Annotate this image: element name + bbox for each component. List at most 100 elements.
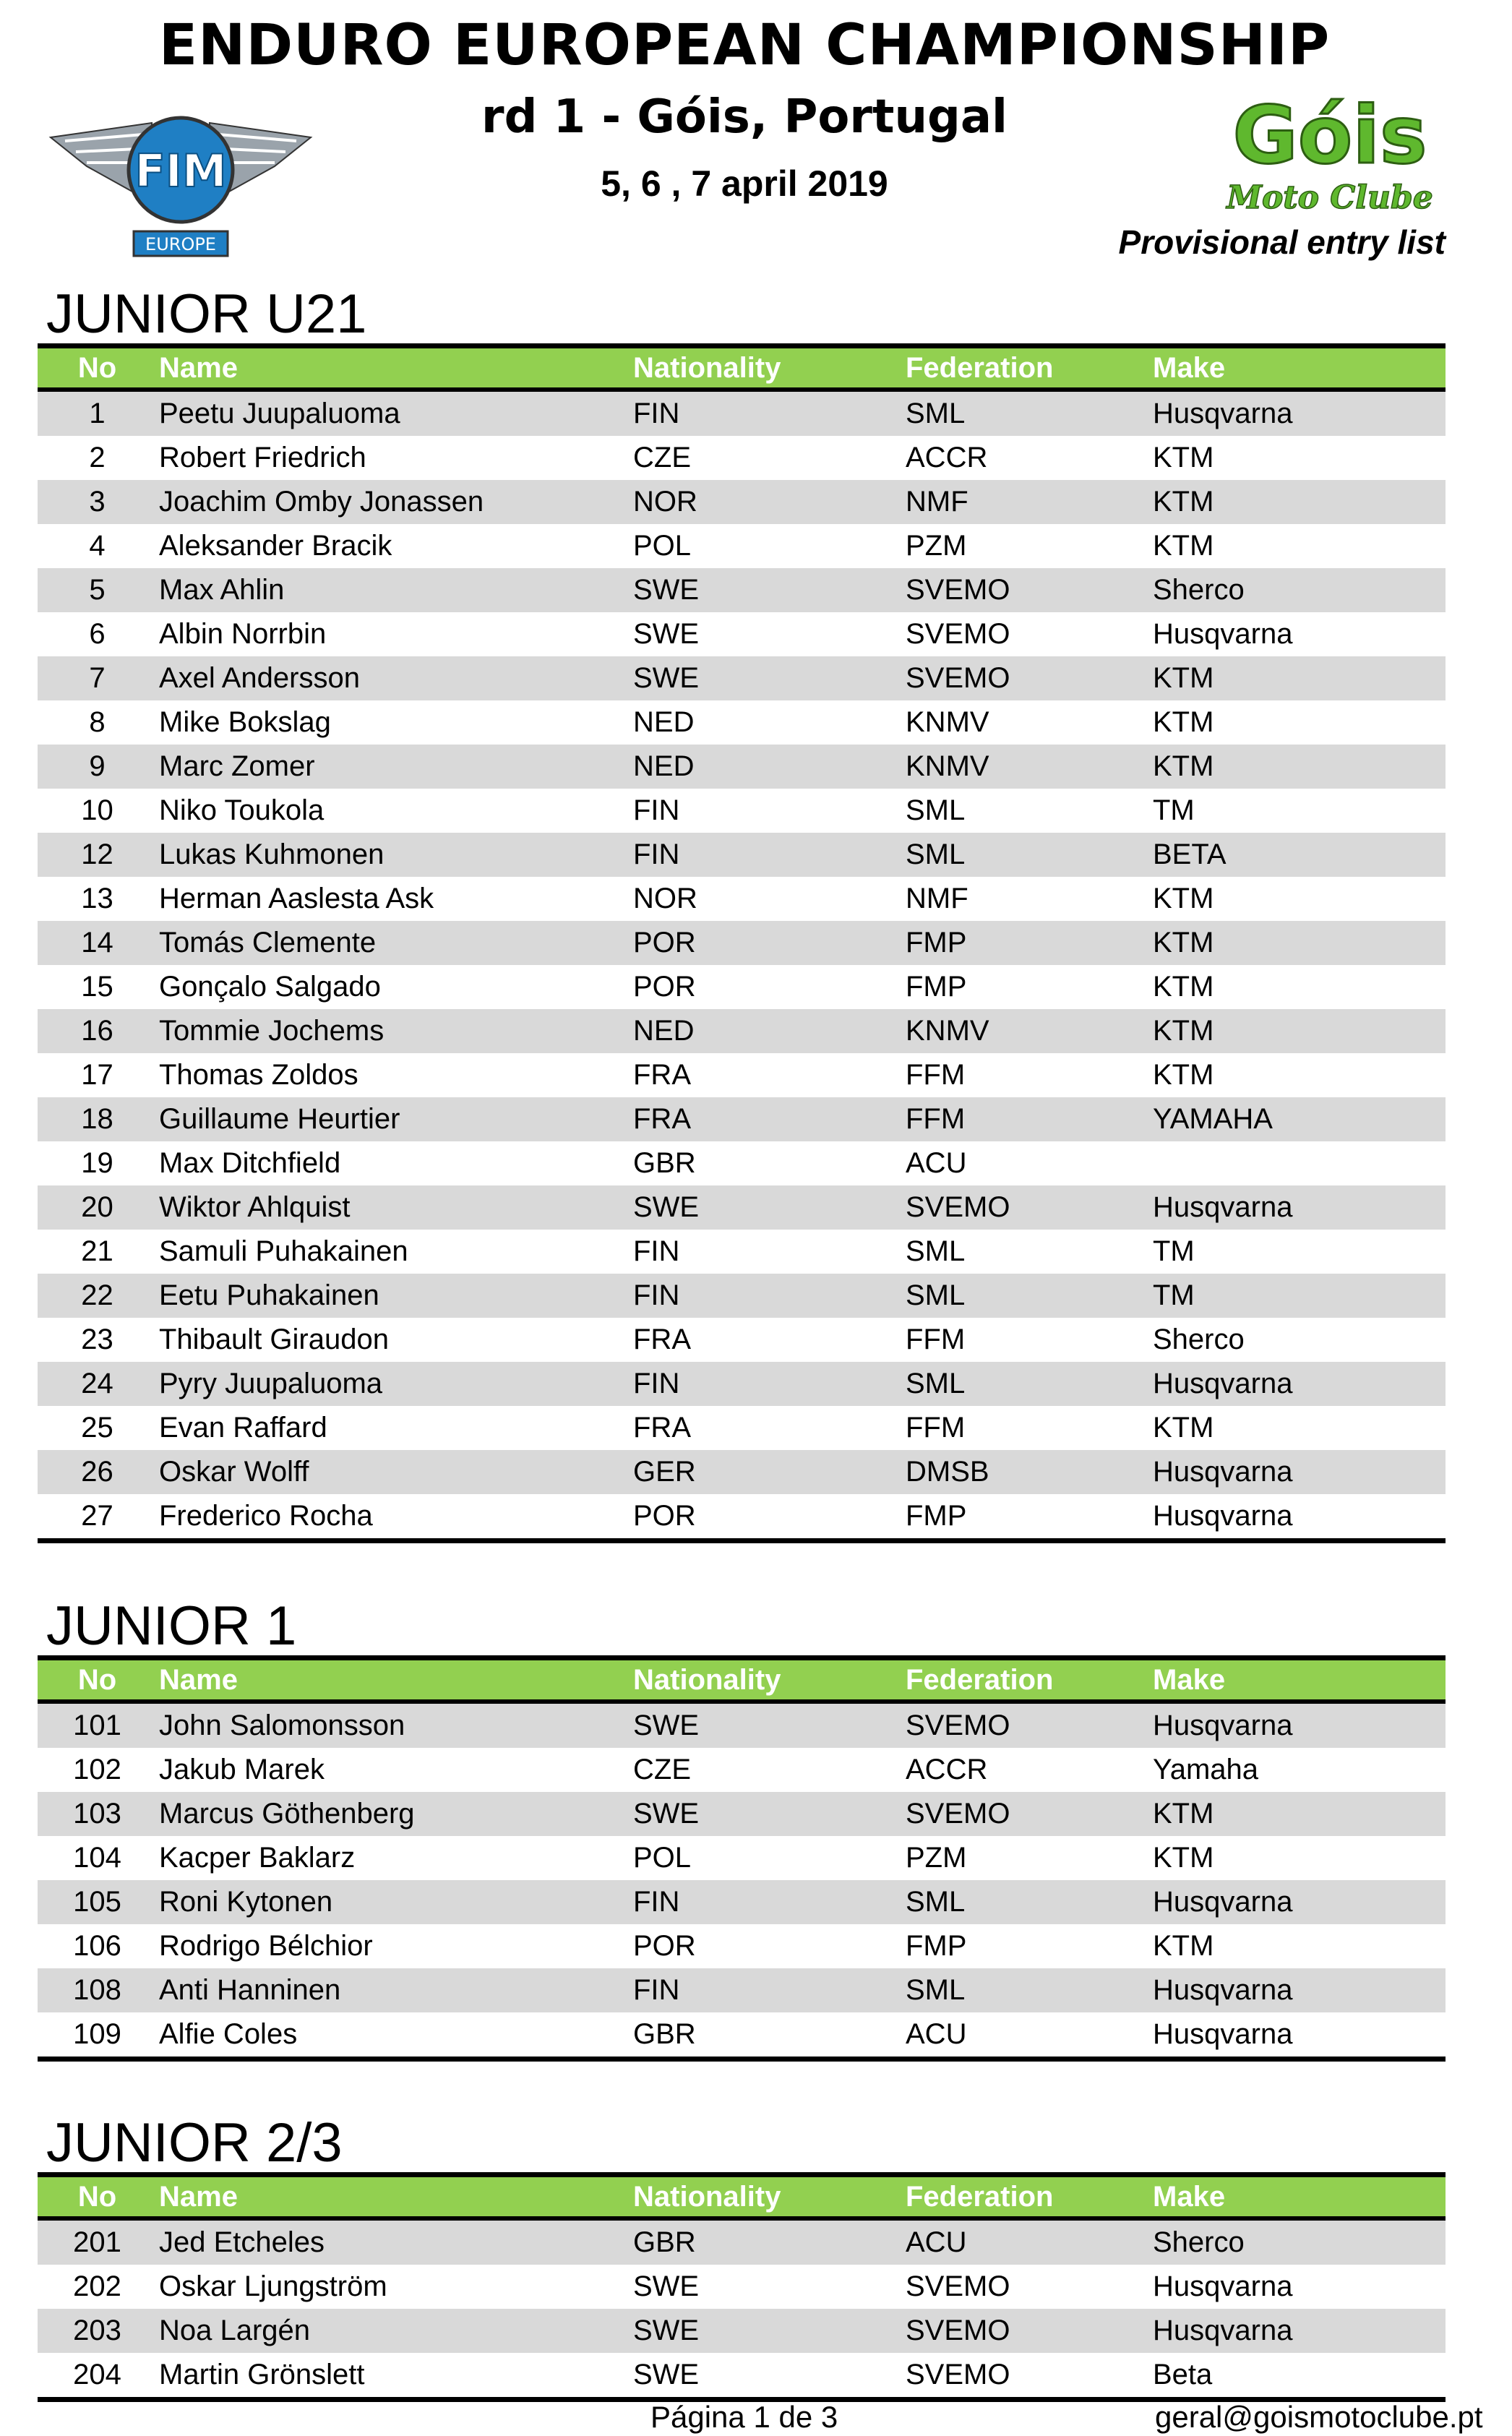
table-row: 3 Joachim Omby Jonassen NOR NMF KTM (38, 480, 1446, 524)
cell-federation: FMP (906, 1930, 967, 1962)
column-header-make: Make (1153, 1664, 1226, 1696)
cell-make: Husqvarna (1153, 618, 1293, 650)
cell-name: Samuli Puhakainen (159, 1235, 408, 1267)
cell-no: 108 (73, 1974, 121, 2006)
category-title: JUNIOR U21 (46, 283, 367, 345)
cell-name: Oskar Ljungström (159, 2270, 387, 2302)
gois-moto-clube-logo: Góis Moto Clube (1224, 94, 1433, 217)
event-dates: 5, 6 , 7 april 2019 (601, 163, 888, 204)
cell-make: KTM (1153, 530, 1214, 562)
svg-text:Góis: Góis (1232, 94, 1427, 181)
cell-nationality: FRA (633, 1412, 691, 1444)
cell-federation: ACU (906, 2226, 967, 2258)
cell-federation: KNMV (906, 750, 989, 782)
cell-make: KTM (1153, 883, 1214, 914)
cell-make: KTM (1153, 750, 1214, 782)
cell-nationality: POL (633, 1842, 692, 1874)
cell-federation: SML (906, 1279, 966, 1311)
column-header-no: No (77, 1664, 117, 1696)
cell-make: Sherco (1153, 574, 1245, 606)
cell-make: KTM (1153, 1930, 1214, 1962)
table-header: No Name Nationality Federation Make (38, 1660, 1446, 1704)
table-row: 8 Mike Bokslag NED KNMV KTM (38, 700, 1446, 745)
cell-name: Jed Etcheles (159, 2226, 325, 2258)
cell-federation: FFM (906, 1324, 966, 1355)
page-number: Página 1 de 3 (650, 2400, 838, 2434)
table-row: 2 Robert Friedrich CZE ACCR KTM (38, 436, 1446, 480)
cell-no: 20 (81, 1191, 113, 1223)
cell-make: KTM (1153, 927, 1214, 958)
cell-nationality: GBR (633, 2018, 696, 2050)
category-title: JUNIOR 2/3 (46, 2112, 343, 2174)
cell-nationality: FIN (633, 839, 680, 870)
cell-federation: FFM (906, 1412, 966, 1444)
cell-name: Tomás Clemente (159, 927, 377, 958)
cell-no: 8 (89, 706, 106, 738)
cell-nationality: SWE (633, 1710, 700, 1741)
cell-federation: FMP (906, 1500, 967, 1532)
cell-no: 23 (81, 1324, 113, 1355)
cell-federation: SML (906, 1974, 966, 2006)
cell-make: TM (1153, 794, 1195, 826)
cell-no: 18 (81, 1103, 113, 1135)
cell-name: Niko Toukola (159, 794, 325, 826)
cell-name: Pyry Juupaluoma (159, 1368, 383, 1399)
table-row: 204 Martin Grönslett SWE SVEMO Beta (38, 2353, 1446, 2397)
cell-name: Frederico Rocha (159, 1500, 373, 1532)
cell-make: TM (1153, 1235, 1195, 1267)
cell-name: Thibault Giraudon (159, 1324, 389, 1355)
cell-no: 21 (81, 1235, 113, 1267)
table-row: 105 Roni Kytonen FIN SML Husqvarna (38, 1880, 1446, 1924)
cell-federation: SVEMO (906, 1710, 1010, 1741)
cell-no: 19 (81, 1147, 113, 1179)
cell-name: Evan Raffard (159, 1412, 327, 1444)
cell-nationality: FRA (633, 1059, 691, 1091)
cell-nationality: SWE (633, 1191, 700, 1223)
cell-federation: FMP (906, 927, 967, 958)
cell-federation: SML (906, 794, 966, 826)
cell-no: 16 (81, 1015, 113, 1047)
cell-no: 203 (73, 2315, 121, 2346)
cell-federation: SML (906, 1235, 966, 1267)
cell-no: 6 (89, 618, 106, 650)
cell-federation: SVEMO (906, 1191, 1010, 1223)
cell-federation: NMF (906, 486, 968, 518)
event-round: rd 1 - Góis, Portugal (481, 90, 1008, 144)
table-row: 19 Max Ditchfield GBR ACU (38, 1141, 1446, 1185)
cell-federation: SML (906, 1886, 966, 1918)
table-row: 7 Axel Andersson SWE SVEMO KTM (38, 656, 1446, 700)
cell-nationality: FIN (633, 1368, 680, 1399)
cell-name: Gonçalo Salgado (159, 971, 381, 1003)
cell-make: KTM (1153, 1842, 1214, 1874)
cell-name: Tommie Jochems (159, 1015, 385, 1047)
cell-federation: ACCR (906, 1754, 988, 1785)
cell-make: KTM (1153, 1059, 1214, 1091)
cell-name: Martin Grönslett (159, 2359, 365, 2390)
cell-nationality: FRA (633, 1103, 691, 1135)
cell-no: 14 (81, 927, 113, 958)
cell-nationality: POR (633, 1500, 696, 1532)
table-row: 106 Rodrigo Bélchior POR FMP KTM (38, 1924, 1446, 1968)
cell-federation: SVEMO (906, 662, 1010, 694)
table-row: 24 Pyry Juupaluoma FIN SML Husqvarna (38, 1362, 1446, 1406)
cell-make: Husqvarna (1153, 1974, 1293, 2006)
cell-name: Lukas Kuhmonen (159, 839, 385, 870)
cell-name: Wiktor Ahlquist (159, 1191, 351, 1223)
cell-make: KTM (1153, 971, 1214, 1003)
cell-no: 7 (89, 662, 106, 694)
cell-name: Rodrigo Bélchior (159, 1930, 373, 1962)
cell-federation: FFM (906, 1059, 966, 1091)
cell-no: 24 (81, 1368, 113, 1399)
contact-email: geral@goismotoclube.pt (1155, 2400, 1483, 2434)
column-header-federation: Federation (906, 1664, 1054, 1696)
cell-make: Husqvarna (1153, 2018, 1293, 2050)
cell-make: KTM (1153, 706, 1214, 738)
cell-name: Aleksander Bracik (159, 530, 392, 562)
cell-federation: SVEMO (906, 618, 1010, 650)
fim-europe-logo: FIM EUROPE (48, 116, 313, 257)
entry-list-subtitle: Provisional entry list (1118, 223, 1446, 261)
table-row: 17 Thomas Zoldos FRA FFM KTM (38, 1053, 1446, 1097)
cell-federation: PZM (906, 1842, 967, 1874)
table-row: 26 Oskar Wolff GER DMSB Husqvarna (38, 1450, 1446, 1494)
cell-make: Husqvarna (1153, 1191, 1293, 1223)
